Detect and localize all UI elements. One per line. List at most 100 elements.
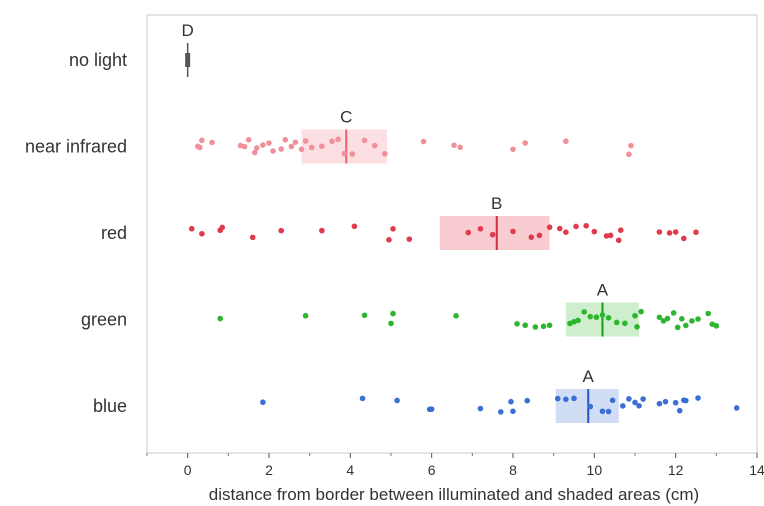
data-point-blue — [394, 397, 400, 404]
data-point-red — [693, 229, 699, 236]
data-point-blue — [477, 405, 484, 412]
data-point-near-infrared — [270, 148, 276, 154]
category-label-near-infrared: near infrared — [25, 137, 127, 157]
data-point-green — [695, 316, 701, 322]
data-point-near-infrared — [451, 142, 457, 149]
category-label-green: green — [81, 310, 127, 330]
data-point-red — [666, 230, 673, 236]
data-point-near-infrared — [371, 142, 378, 149]
x-tick-label: 12 — [668, 462, 684, 478]
data-point-blue — [733, 405, 740, 411]
data-point-green — [605, 314, 612, 321]
category-label-red: red — [101, 223, 127, 243]
points-layer — [188, 136, 740, 415]
data-point-red — [615, 237, 622, 244]
x-tick-label: 6 — [428, 462, 436, 478]
category-label-blue: blue — [93, 396, 127, 416]
data-point-green — [593, 314, 600, 321]
data-point-near-infrared — [298, 146, 305, 153]
data-point-blue — [640, 396, 646, 402]
data-point-blue — [498, 409, 504, 415]
data-point-blue — [656, 400, 663, 407]
data-point-red — [681, 235, 687, 242]
data-point-near-infrared — [341, 150, 348, 157]
data-point-blue — [510, 408, 516, 415]
x-tick-label: 2 — [265, 462, 273, 478]
data-point-green — [632, 312, 638, 319]
data-point-green — [361, 312, 368, 319]
data-point-near-infrared — [457, 144, 463, 151]
data-point-green — [664, 315, 671, 322]
data-point-red — [188, 225, 195, 232]
data-point-near-infrared — [288, 143, 295, 150]
data-point-near-infrared — [329, 138, 335, 145]
data-point-green — [713, 323, 720, 329]
data-point-red — [583, 222, 589, 229]
data-point-green — [581, 309, 587, 315]
data-point-blue — [508, 398, 514, 405]
data-point-green — [670, 310, 677, 316]
x-axis-ticks: 0 2 4 6 8 10 12 14 — [146, 453, 764, 478]
data-point-near-infrared — [628, 142, 634, 149]
data-point-blue — [524, 397, 531, 404]
data-point-green — [540, 323, 547, 330]
data-point-near-infrared — [420, 138, 427, 145]
data-point-near-infrared — [209, 139, 215, 146]
data-point-red — [591, 228, 598, 235]
data-point-green — [546, 322, 553, 329]
x-axis-title: distance from border between illuminated… — [209, 485, 699, 504]
data-point-red — [351, 223, 358, 230]
data-point-red — [603, 233, 610, 239]
x-tick-label: 0 — [184, 462, 192, 478]
data-point-green — [532, 324, 539, 330]
data-point-near-infrared — [522, 140, 528, 146]
x-tick-label: 10 — [587, 462, 603, 478]
data-point-blue — [599, 408, 606, 415]
data-point-green — [302, 312, 309, 319]
data-point-blue — [695, 395, 701, 401]
data-point-blue — [662, 398, 669, 405]
data-point-near-infrared — [253, 145, 260, 151]
data-point-green — [634, 324, 640, 330]
data-point-blue — [605, 408, 612, 415]
data-point-red — [573, 223, 579, 230]
data-point-green — [622, 320, 628, 327]
data-point-green — [689, 318, 695, 324]
data-point-blue — [587, 403, 594, 410]
data-point-red — [563, 229, 569, 236]
data-point-green — [453, 313, 459, 319]
data-point-green — [674, 324, 681, 331]
data-point-near-infrared — [260, 142, 266, 148]
data-point-near-infrared — [282, 136, 289, 143]
data-point-near-infrared — [349, 151, 356, 157]
data-point-red — [672, 229, 679, 235]
group-letter-red: B — [491, 194, 502, 213]
data-point-green — [656, 314, 663, 321]
data-point-red — [278, 227, 285, 234]
data-point-near-infrared — [241, 143, 248, 150]
data-point-red — [656, 229, 663, 235]
data-point-red — [510, 228, 516, 235]
data-point-green — [388, 320, 394, 327]
group-letter-green: A — [597, 281, 609, 300]
data-point-green — [514, 320, 520, 327]
data-point-near-infrared — [278, 146, 285, 152]
data-point-red — [390, 226, 396, 232]
data-point-green — [599, 312, 606, 318]
data-point-blue — [571, 395, 577, 402]
data-point-near-infrared — [197, 144, 203, 151]
data-point-green — [678, 316, 685, 322]
data-point-blue — [260, 399, 266, 406]
data-point-blue — [428, 406, 435, 412]
x-tick-label: 4 — [346, 462, 354, 478]
data-point-blue — [554, 395, 561, 402]
data-point-red — [528, 234, 535, 240]
data-point-blue — [683, 397, 689, 404]
data-point-red — [319, 227, 325, 234]
data-point-red — [536, 232, 543, 239]
data-point-red — [477, 225, 484, 232]
data-point-green — [638, 308, 644, 315]
data-point-near-infrared — [266, 140, 272, 146]
data-point-red — [249, 234, 256, 241]
